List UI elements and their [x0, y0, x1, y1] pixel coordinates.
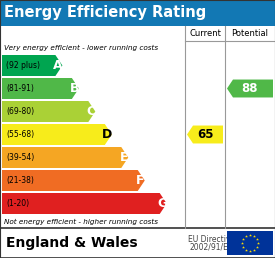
Text: England & Wales: England & Wales [6, 236, 138, 250]
Text: E: E [120, 151, 128, 164]
Text: G: G [157, 197, 167, 210]
Text: Not energy efficient - higher running costs: Not energy efficient - higher running co… [4, 219, 158, 224]
Text: B: B [70, 82, 79, 95]
Text: F: F [136, 174, 144, 187]
Bar [227, 231, 273, 255]
Text: (55-68): (55-68) [6, 130, 34, 139]
Text: (1-20): (1-20) [6, 199, 29, 208]
Polygon shape [2, 101, 95, 122]
Text: D: D [102, 128, 112, 141]
Polygon shape [227, 79, 273, 98]
Text: 65: 65 [197, 128, 213, 141]
Text: Very energy efficient - lower running costs: Very energy efficient - lower running co… [4, 44, 158, 51]
Text: Energy Efficiency Rating: Energy Efficiency Rating [4, 5, 206, 20]
Text: A: A [53, 59, 63, 72]
Polygon shape [2, 124, 112, 145]
Text: (39-54): (39-54) [6, 153, 34, 162]
Bar [0, 0, 275, 26]
Text: Potential: Potential [232, 29, 268, 38]
Polygon shape [2, 55, 62, 76]
Text: 2002/91/EC: 2002/91/EC [190, 243, 234, 252]
Text: EU Directive: EU Directive [188, 235, 236, 244]
Polygon shape [187, 126, 223, 143]
Polygon shape [2, 78, 79, 99]
Text: C: C [86, 105, 95, 118]
Text: (81-91): (81-91) [6, 84, 34, 93]
Polygon shape [2, 170, 145, 191]
Text: 88: 88 [242, 82, 258, 95]
Polygon shape [2, 147, 128, 168]
Text: (92 plus): (92 plus) [6, 61, 40, 70]
Polygon shape [2, 193, 167, 214]
Text: Current: Current [189, 29, 221, 38]
Text: (69-80): (69-80) [6, 107, 34, 116]
Text: (21-38): (21-38) [6, 176, 34, 185]
